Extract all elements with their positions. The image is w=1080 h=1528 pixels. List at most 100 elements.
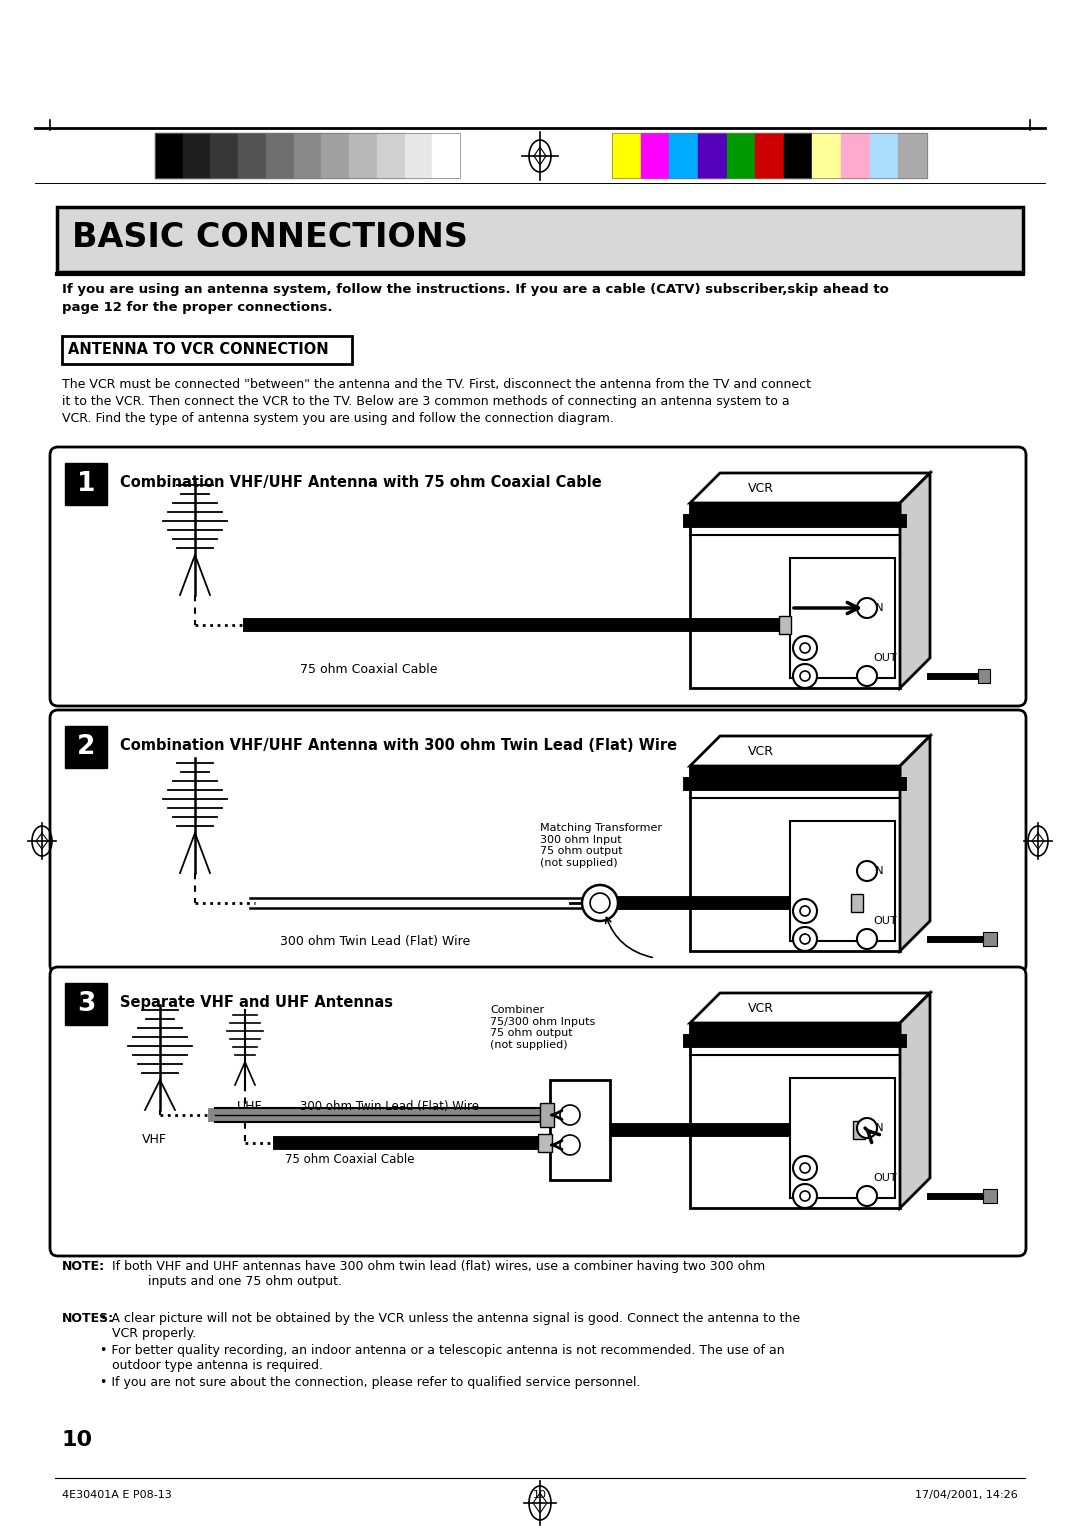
Bar [690,503,900,520]
Text: 1: 1 [77,471,95,497]
Circle shape [858,929,877,949]
Bar [612,133,640,177]
Circle shape [582,885,618,921]
Text: NOTE:: NOTE: [62,1261,105,1273]
Bar [841,133,869,177]
Polygon shape [900,474,930,688]
Circle shape [800,643,810,652]
Circle shape [800,671,810,681]
Bar [65,983,107,1025]
Bar [978,669,990,683]
Circle shape [858,1186,877,1206]
Text: OUT: OUT [873,652,896,663]
Bar [690,1024,900,1039]
Bar [612,133,927,177]
Text: BASIC CONNECTIONS: BASIC CONNECTIONS [72,222,468,254]
Circle shape [858,860,877,882]
Bar [698,133,727,177]
Bar [670,133,698,177]
Circle shape [590,892,610,912]
Text: NOTES:: NOTES: [62,1313,114,1325]
Text: 10: 10 [62,1430,93,1450]
Polygon shape [690,993,930,1024]
Circle shape [561,1105,580,1125]
Bar [789,1077,895,1198]
Text: • A clear picture will not be obtained by the VCR unless the antenna signal is g: • A clear picture will not be obtained b… [100,1313,800,1340]
Circle shape [858,597,877,617]
Circle shape [800,906,810,915]
Circle shape [793,636,816,660]
Bar [983,1189,997,1203]
Bar [550,1080,610,1180]
Text: 75 ohm Coaxial Cable: 75 ohm Coaxial Cable [300,663,437,675]
Bar [405,133,432,177]
Text: OUT: OUT [873,915,896,926]
Bar [377,133,405,177]
Bar [812,133,841,177]
Bar [156,133,460,177]
Text: Separate VHF and UHF Antennas: Separate VHF and UHF Antennas [120,995,393,1010]
Circle shape [793,665,816,688]
Bar [789,821,895,941]
FancyBboxPatch shape [50,711,1026,973]
Text: VCR: VCR [748,481,774,495]
Text: Matching Transformer
300 ohm Input
75 ohm output
(not supplied): Matching Transformer 300 ohm Input 75 oh… [540,824,662,868]
Bar [65,726,107,769]
Bar [540,1103,554,1128]
Bar [899,133,927,177]
Circle shape [858,666,877,686]
FancyBboxPatch shape [50,448,1026,706]
Bar [690,766,900,950]
FancyBboxPatch shape [50,967,1026,1256]
Text: 10: 10 [534,1490,546,1500]
Circle shape [858,1118,877,1138]
Circle shape [793,1184,816,1209]
Polygon shape [900,993,930,1209]
Bar [789,558,895,678]
Text: OUT: OUT [873,1174,896,1183]
Text: VHF: VHF [141,1132,167,1146]
Bar [851,894,863,912]
Text: 300 ohm Twin Lead (Flat) Wire: 300 ohm Twin Lead (Flat) Wire [280,935,470,947]
Polygon shape [690,474,930,503]
Text: 300 ohm Twin Lead (Flat) Wire: 300 ohm Twin Lead (Flat) Wire [300,1100,480,1112]
Bar [62,336,352,364]
Bar [239,133,266,177]
Bar [755,133,784,177]
Bar [211,133,239,177]
Text: IN: IN [873,866,885,876]
Text: Combination VHF/UHF Antenna with 300 ohm Twin Lead (Flat) Wire: Combination VHF/UHF Antenna with 300 ohm… [120,738,677,753]
Text: UHF: UHF [237,1100,262,1112]
Bar [349,133,377,177]
Bar [65,463,107,504]
Text: The VCR must be connected "between" the antenna and the TV. First, disconnect th: The VCR must be connected "between" the … [62,377,811,425]
Text: 3: 3 [77,992,95,1018]
Text: IN: IN [873,604,885,613]
Bar [784,133,812,177]
Text: VCR: VCR [748,746,774,758]
Circle shape [793,927,816,950]
Text: IN: IN [873,1123,885,1132]
Bar [690,766,900,782]
Circle shape [793,1157,816,1180]
Bar [640,133,670,177]
Text: • For better quality recording, an indoor antenna or a telescopic antenna is not: • For better quality recording, an indoo… [100,1345,785,1372]
Bar [432,133,460,177]
Bar [57,206,1023,272]
Bar [266,133,294,177]
Text: If you are using an antenna system, follow the instructions. If you are a cable : If you are using an antenna system, foll… [62,283,889,313]
Circle shape [561,1135,580,1155]
Text: • If you are not sure about the connection, please refer to qualified service pe: • If you are not sure about the connecti… [100,1377,640,1389]
Bar [690,1024,900,1209]
Text: Combiner
75/300 ohm Inputs
75 ohm output
(not supplied): Combiner 75/300 ohm Inputs 75 ohm output… [490,1005,595,1050]
Text: Combination VHF/UHF Antenna with 75 ohm Coaxial Cable: Combination VHF/UHF Antenna with 75 ohm … [120,475,602,490]
Bar [727,133,755,177]
Bar [853,1122,865,1138]
Text: VCR: VCR [748,1002,774,1015]
Text: 4E30401A E P08-13: 4E30401A E P08-13 [62,1490,172,1500]
Text: 75 ohm Coaxial Cable: 75 ohm Coaxial Cable [285,1154,415,1166]
Bar [779,616,791,634]
Polygon shape [900,736,930,950]
Circle shape [800,1190,810,1201]
Text: 17/04/2001, 14:26: 17/04/2001, 14:26 [915,1490,1018,1500]
